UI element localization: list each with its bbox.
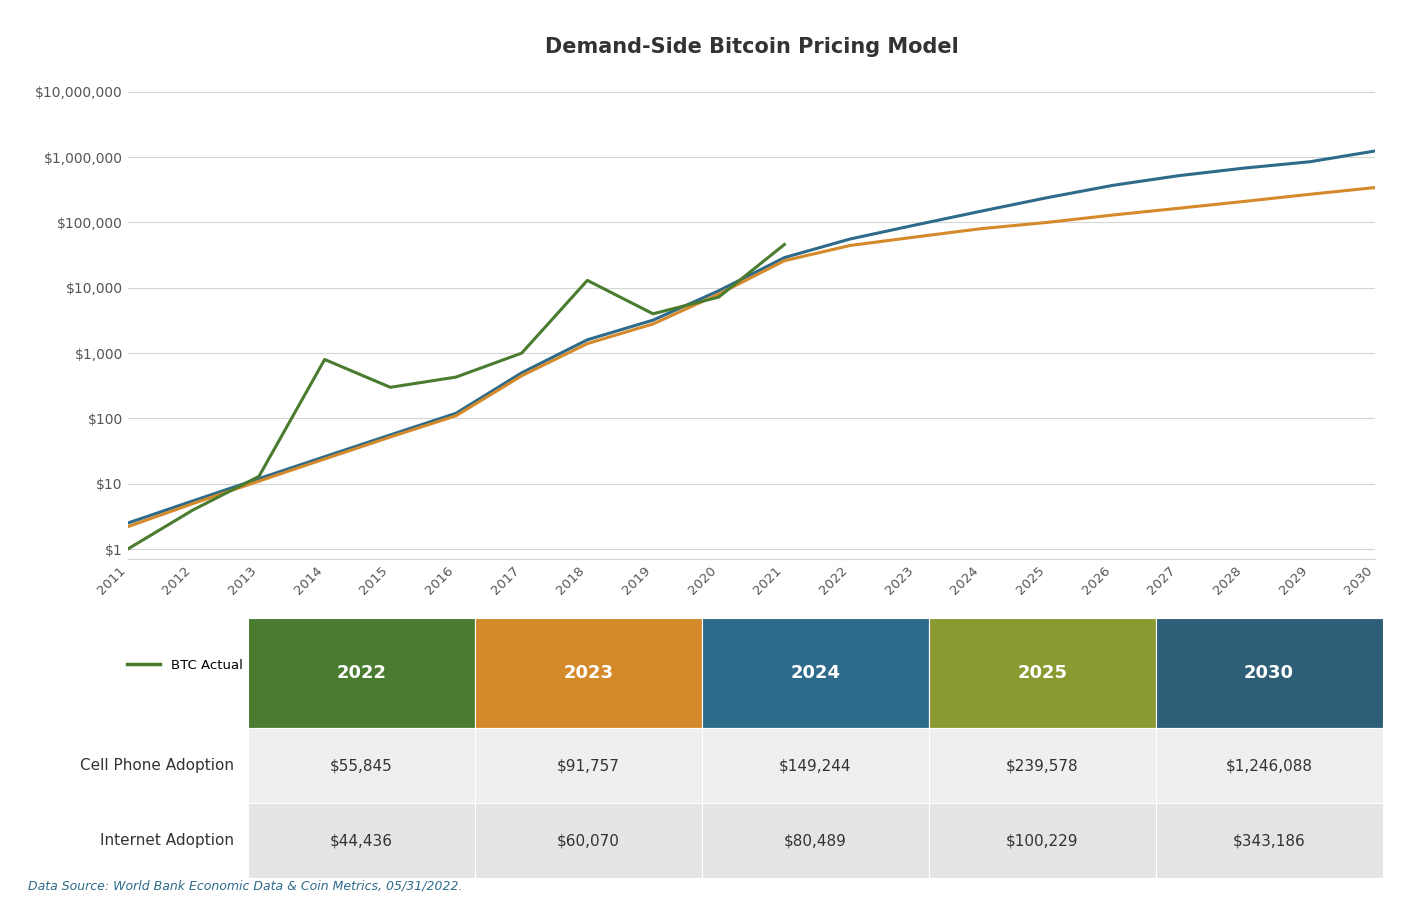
FancyBboxPatch shape bbox=[929, 619, 1156, 728]
FancyBboxPatch shape bbox=[1156, 728, 1383, 803]
FancyBboxPatch shape bbox=[248, 803, 475, 879]
Text: $149,244: $149,244 bbox=[778, 758, 852, 773]
FancyBboxPatch shape bbox=[475, 728, 702, 803]
Text: Internet Adoption: Internet Adoption bbox=[101, 833, 234, 848]
Text: 2022: 2022 bbox=[336, 664, 387, 682]
FancyBboxPatch shape bbox=[475, 803, 702, 879]
Text: 2023: 2023 bbox=[563, 664, 614, 682]
Text: $239,578: $239,578 bbox=[1005, 758, 1079, 773]
Text: $100,229: $100,229 bbox=[1005, 833, 1079, 848]
Text: 2030: 2030 bbox=[1244, 664, 1295, 682]
FancyBboxPatch shape bbox=[248, 619, 475, 728]
Text: $343,186: $343,186 bbox=[1232, 833, 1306, 848]
Text: $80,489: $80,489 bbox=[784, 833, 847, 848]
Text: Data Source: World Bank Economic Data & Coin Metrics, 05/31/2022.: Data Source: World Bank Economic Data & … bbox=[28, 880, 462, 893]
FancyBboxPatch shape bbox=[929, 728, 1156, 803]
Legend: BTC Actual Price, Projected BTC Price (Cell Phone Adoption), Projected BTC Price: BTC Actual Price, Projected BTC Price (C… bbox=[122, 654, 950, 677]
FancyBboxPatch shape bbox=[929, 803, 1156, 879]
FancyBboxPatch shape bbox=[702, 803, 929, 879]
FancyBboxPatch shape bbox=[1156, 619, 1383, 728]
FancyBboxPatch shape bbox=[702, 728, 929, 803]
Text: 2025: 2025 bbox=[1017, 664, 1068, 682]
FancyBboxPatch shape bbox=[702, 619, 929, 728]
FancyBboxPatch shape bbox=[475, 619, 702, 728]
Text: 2024: 2024 bbox=[790, 664, 841, 682]
Text: $55,845: $55,845 bbox=[330, 758, 393, 773]
Text: $91,757: $91,757 bbox=[557, 758, 620, 773]
FancyBboxPatch shape bbox=[1156, 803, 1383, 879]
Title: Demand-Side Bitcoin Pricing Model: Demand-Side Bitcoin Pricing Model bbox=[545, 37, 959, 57]
Text: $44,436: $44,436 bbox=[330, 833, 393, 848]
Text: $1,246,088: $1,246,088 bbox=[1225, 758, 1313, 773]
FancyBboxPatch shape bbox=[248, 728, 475, 803]
Text: Cell Phone Adoption: Cell Phone Adoption bbox=[79, 758, 234, 773]
Text: $60,070: $60,070 bbox=[557, 833, 620, 848]
